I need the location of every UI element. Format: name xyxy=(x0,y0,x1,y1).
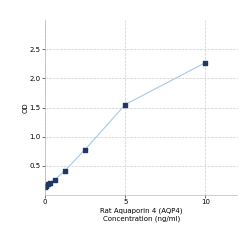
Point xyxy=(123,102,127,106)
Point xyxy=(48,181,52,185)
Point xyxy=(83,148,87,152)
Point xyxy=(63,168,67,172)
Point xyxy=(43,185,47,189)
Point xyxy=(53,178,57,182)
Y-axis label: OD: OD xyxy=(22,102,28,113)
Point xyxy=(44,184,48,188)
Point xyxy=(204,60,208,64)
Point xyxy=(46,182,50,186)
X-axis label: Rat Aquaporin 4 (AQP4)
Concentration (ng/ml): Rat Aquaporin 4 (AQP4) Concentration (ng… xyxy=(100,208,182,222)
